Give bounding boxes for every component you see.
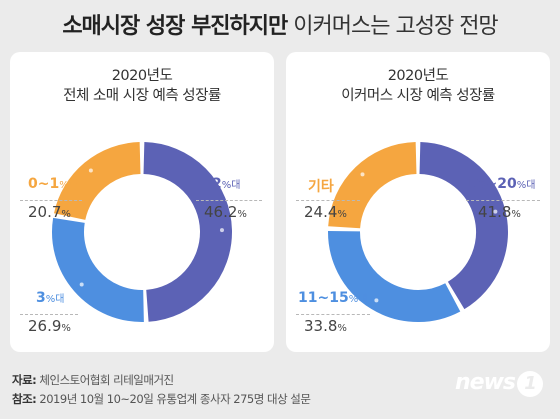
ecommerce-chart-card: 2020년도 이커머스 시장 예측 성장률 기타 24.4% 16~20%대 4… [286, 52, 550, 352]
donut-slice-1 [52, 217, 144, 322]
slice-label-orange: 0~1%대 [28, 176, 78, 192]
chart-title-year: 2020년도 [387, 68, 449, 84]
ecommerce-donut [328, 142, 508, 322]
divider [196, 200, 262, 201]
donut-slice-2 [53, 142, 142, 221]
retail-chart-card: 2020년도 전체 소매 시장 예측 성장률 0~1%대 20.7% 2%대 4… [10, 52, 274, 352]
headline: 소매시장 성장 부진하지만 이커머스는 고성장 전망 [0, 8, 560, 40]
divider [20, 200, 82, 201]
headline-bold: 소매시장 성장 부진하지만 [62, 14, 288, 39]
slice-marker-dot [219, 228, 224, 233]
slice-value-blue: 33.8% [304, 317, 347, 335]
slice-marker-dot [374, 298, 379, 303]
note-text: 2019년 10월 10~20일 유통업계 종사자 275명 대상 설문 [39, 392, 311, 406]
slice-marker-dot [493, 209, 498, 214]
slice-value-blue: 26.9% [28, 317, 71, 335]
donut-slice-0 [142, 142, 232, 322]
slice-marker-dot [360, 172, 365, 177]
slice-value-purple: 41.8% [478, 203, 521, 221]
source-label: 자료: [12, 373, 37, 387]
slice-value-orange: 24.4% [304, 203, 347, 221]
slice-label-blue: 3%대 [36, 290, 65, 306]
slice-value-orange: 20.7% [28, 203, 71, 221]
news1-logo: news 1 [455, 370, 544, 397]
donut-slice-1 [328, 230, 461, 322]
slice-label-orange: 기타 [308, 179, 334, 195]
slice-label-purple: 16~20%대 [466, 176, 536, 192]
logo-text: news [455, 370, 516, 395]
chart-title: 전체 소매 시장 예측 성장률 [63, 88, 221, 104]
chart-title-year: 2020년도 [111, 68, 173, 84]
divider [20, 314, 78, 315]
slice-marker-dot [79, 282, 84, 287]
note-label: 참조: [12, 392, 37, 406]
source-text: 체인스토어협회 리테일매거진 [39, 373, 174, 387]
slice-value-purple: 46.2% [204, 203, 247, 221]
donut-slice-2 [328, 142, 418, 229]
divider [296, 200, 360, 201]
note-line: 참조: 2019년 10월 10~20일 유통업계 종사자 275명 대상 설문 [12, 391, 311, 407]
chart-title: 이커머스 시장 예측 성장률 [341, 88, 495, 104]
logo-num: 1 [517, 371, 544, 397]
retail-donut [52, 142, 232, 322]
slice-marker-dot [88, 168, 93, 173]
divider [296, 314, 370, 315]
source-line: 자료: 체인스토어협회 리테일매거진 [12, 372, 174, 388]
donut-slice-0 [418, 142, 508, 310]
divider [466, 200, 540, 201]
headline-light: 이커머스는 고성장 전망 [293, 14, 498, 39]
slice-label-blue: 11~15%대 [298, 290, 368, 306]
slice-label-purple: 2%대 [212, 176, 241, 192]
